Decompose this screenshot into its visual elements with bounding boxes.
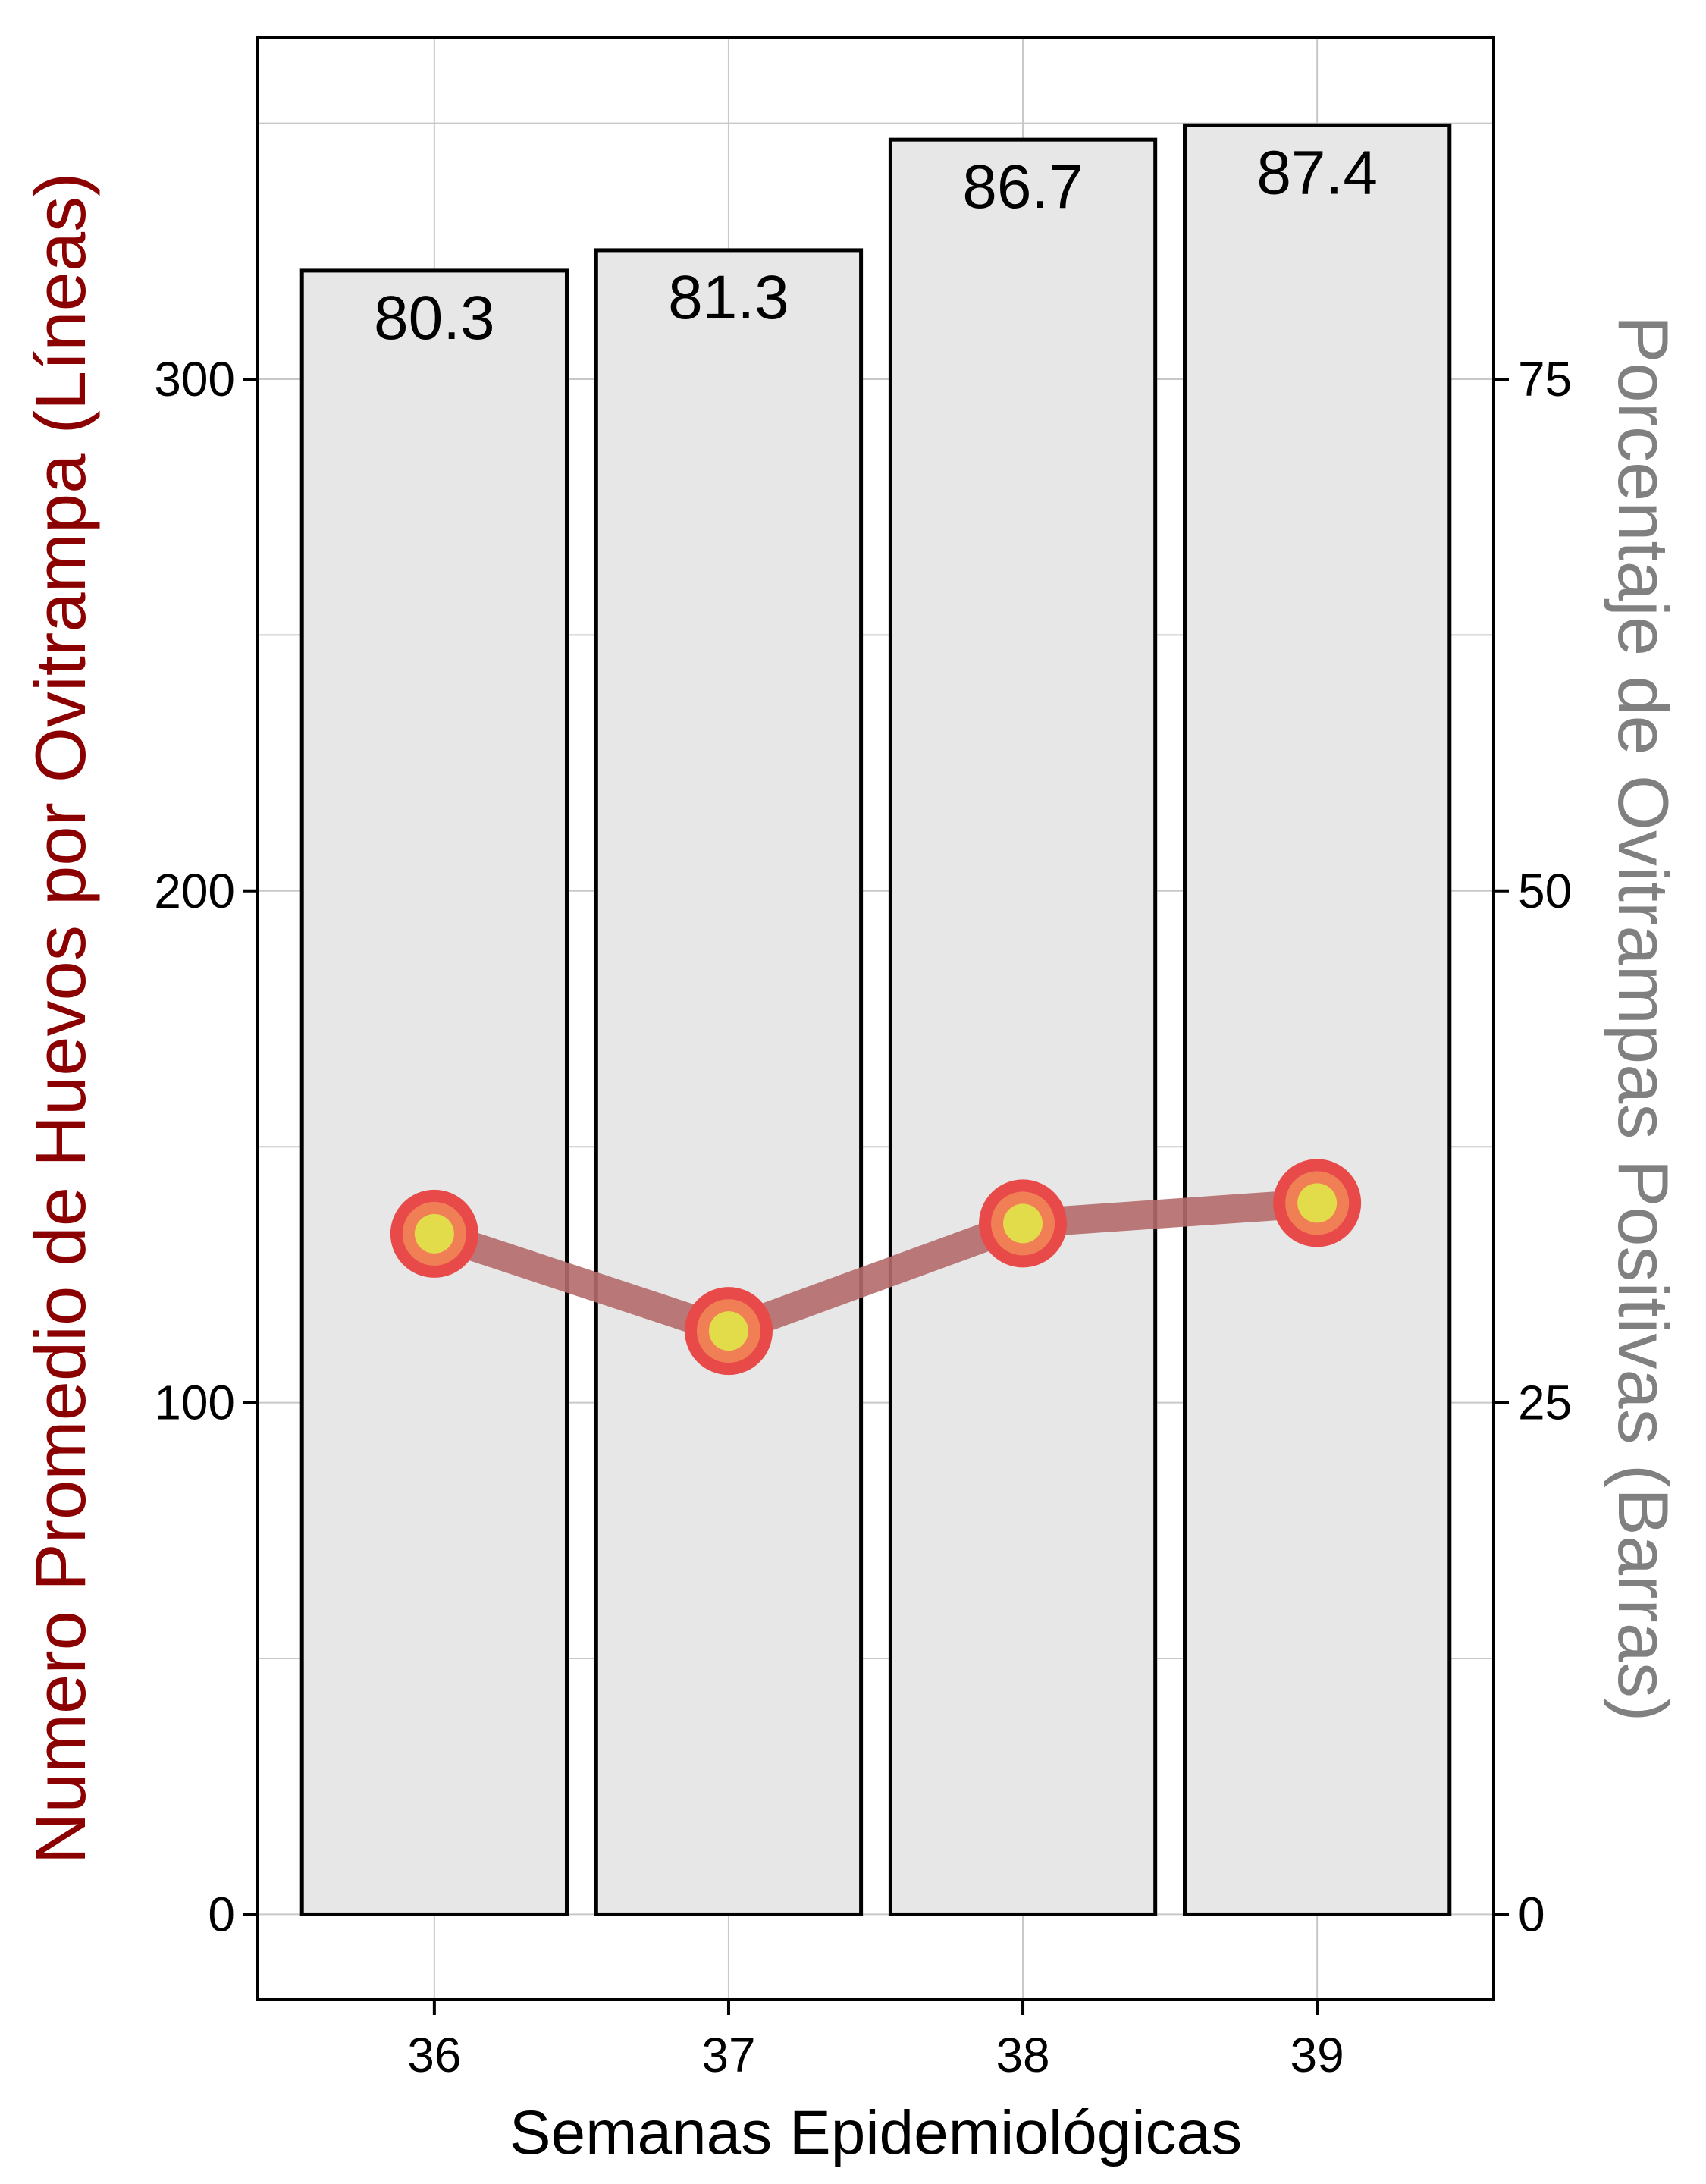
x-tick-label: 37: [701, 2028, 755, 2082]
bar-series: 80.3 81.3 86.7 87.4: [299, 123, 1452, 1916]
line-point: [390, 1189, 478, 1278]
bar: [299, 268, 569, 1916]
x-tick-label: 36: [407, 2028, 461, 2082]
left-tick-label: 200: [154, 864, 235, 918]
right-tick-label: 50: [1518, 864, 1572, 918]
right-tick-label: 25: [1518, 1376, 1572, 1430]
left-tick-label: 0: [208, 1887, 235, 1941]
x-tick-label: 39: [1290, 2028, 1344, 2082]
bar-value-label: 87.4: [1256, 138, 1378, 207]
right-axis-title: Porcentaje de Ovitrampas Positivas (Barr…: [1604, 315, 1683, 1722]
line-series: [390, 1159, 1362, 1376]
bar-value-label: 81.3: [668, 263, 789, 332]
line-point: [1273, 1159, 1362, 1247]
bar-value-label: 80.3: [374, 284, 495, 353]
bar: [594, 248, 864, 1916]
line-point: [979, 1179, 1068, 1268]
line-point: [684, 1287, 773, 1376]
plot-border: [256, 36, 1495, 2001]
x-axis-title: Semanas Epidemiológicas: [510, 2098, 1242, 2167]
bar-value-label: 86.7: [962, 152, 1083, 221]
series-line: [429, 1188, 1319, 1346]
x-tick-label: 38: [996, 2028, 1049, 2082]
point-core: [414, 1213, 454, 1254]
axes: 0 100 200 300 0 25 50 75 36 37 38 39: [154, 352, 1572, 2082]
point-core: [708, 1311, 748, 1351]
left-tick-label: 300: [154, 352, 235, 406]
right-tick-label: 75: [1518, 352, 1572, 406]
bar: [888, 137, 1158, 1916]
point-core: [1003, 1203, 1043, 1244]
left-tick-label: 100: [154, 1376, 235, 1430]
point-core: [1297, 1183, 1338, 1223]
bar: [1183, 123, 1452, 1916]
right-tick-label: 0: [1518, 1887, 1545, 1941]
left-axis-title: Numero Promedio de Huevos por Ovitrampa …: [20, 173, 100, 1865]
